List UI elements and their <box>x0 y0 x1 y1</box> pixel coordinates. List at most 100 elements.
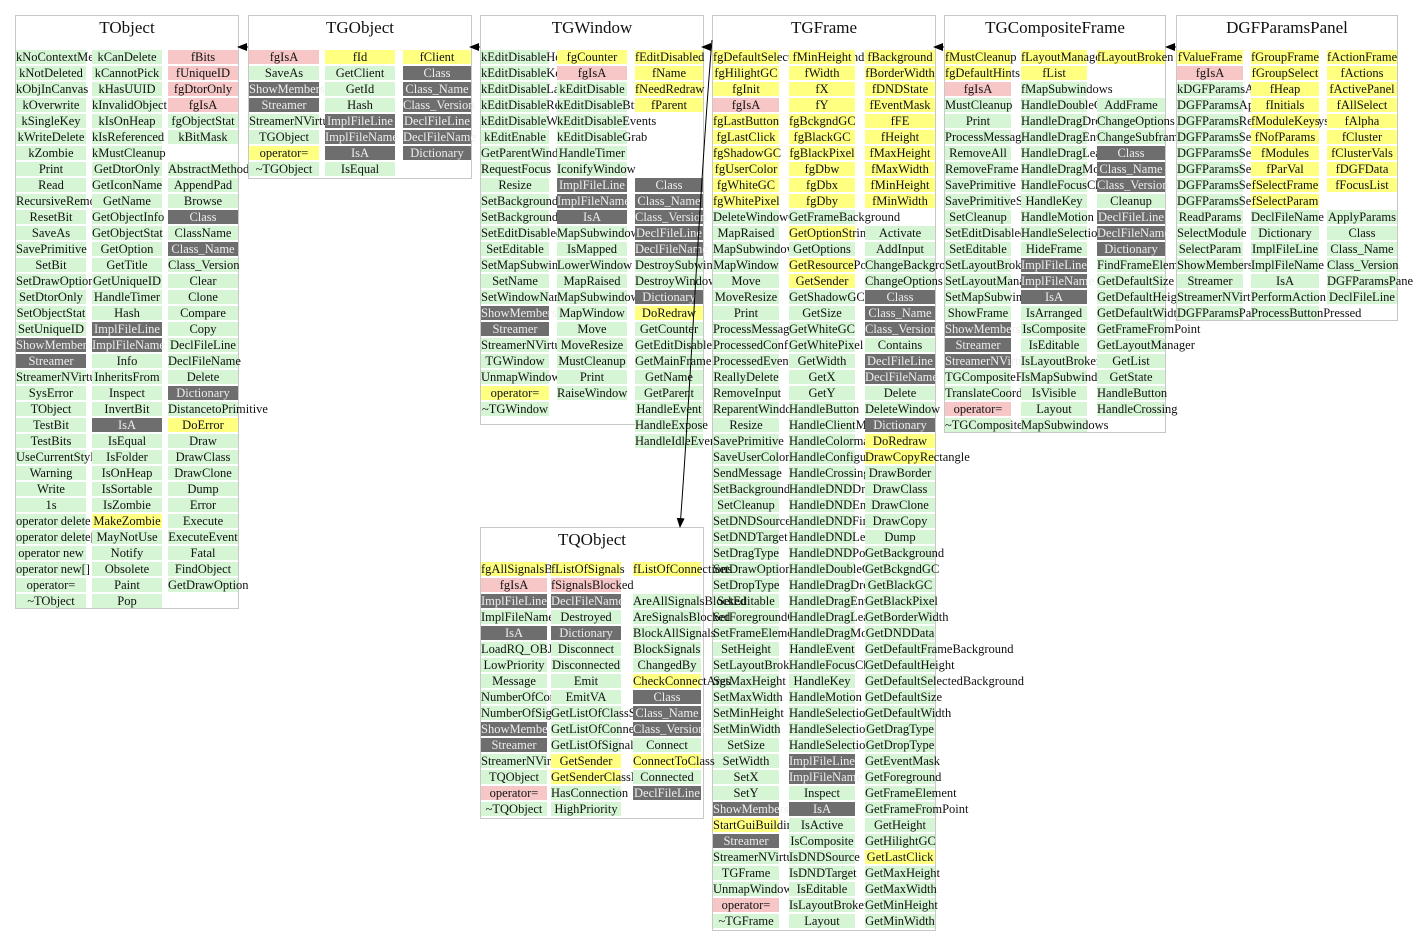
member-fld: ConnectToClass <box>633 754 715 768</box>
member-inh: ShowMembers <box>481 306 557 320</box>
member-fld: fgAllSignalsBlocked <box>481 562 586 576</box>
member-pub: AreAllSignalsBlocked <box>633 594 747 608</box>
member-pub: FindObject <box>168 562 238 576</box>
member-pub: HandleFocusChange <box>789 658 894 672</box>
member-prv: operator= <box>713 898 779 912</box>
member-fld: fListOfSignals <box>551 562 625 576</box>
member-pub: DGFParamsSelectChannel <box>1177 146 1312 160</box>
member-column: fGroupFrame fGroupSelect fHeap fInitials fMo… <box>1251 50 1362 322</box>
member-pub: HandleCrossing <box>1097 402 1178 416</box>
member-pub: HandleTimer <box>557 146 627 160</box>
member-pub: HandleSelection <box>1021 226 1104 240</box>
member-pub: DGFParamsApply <box>1177 98 1271 112</box>
member-column: fLayoutManager fList fMapSubwindows HandleD… <box>1021 50 1125 434</box>
member-pub: Class_Name <box>1327 242 1397 256</box>
member-inh: StreamerNVirtual <box>945 354 1034 368</box>
member-pub: DGFParamsSelectModule <box>1177 178 1309 192</box>
member-pub: DeleteWindow <box>865 402 941 416</box>
member-pub: MapWindow <box>557 306 627 320</box>
member-pub: SetCleanup <box>713 498 779 512</box>
member-pub: SetY <box>713 786 779 800</box>
member-inh: ImplFileLine <box>325 114 395 128</box>
member-fld: fEditDisabled <box>635 50 705 64</box>
member-pub: kEditDisableResize <box>481 98 580 112</box>
member-inh: DeclFileLine <box>403 114 471 128</box>
member-pub: kObjInCanvas <box>16 82 89 96</box>
member-column: fMinHeight fWidth fX fY fgBckgndGC fgBlackGC f… <box>789 50 913 930</box>
member-inh: Streamer <box>249 98 319 112</box>
member-fld: fGroupFrame <box>1251 50 1320 64</box>
member-pub: NumberOfConnections <box>481 690 598 704</box>
member-pub: HandleDoubleClick <box>789 562 889 576</box>
member-pub: ProcessButtonPressed <box>1251 306 1362 320</box>
member-pub: Inspect <box>789 786 855 800</box>
member-pub: HandleMotion <box>789 690 862 704</box>
member-pub: SavePrimitive <box>16 242 87 256</box>
member-pub: ~TGObject <box>249 162 319 176</box>
member-column: fMustCleanup fgDefaultHints fgIsA MustClean… <box>945 50 1069 434</box>
member-pub: GetDefaultHeight <box>1097 290 1187 304</box>
member-inh: Class_Version <box>403 98 475 112</box>
member-pub: HandleEvent <box>789 642 855 656</box>
member-fld: fMinHeight <box>865 178 935 192</box>
member-pub: ChangedBy <box>633 658 701 672</box>
member-pub: GetTitle <box>92 258 162 272</box>
member-pub: 1s <box>16 498 86 512</box>
member-fld: fLayoutBroken <box>1097 50 1174 64</box>
member-fld: fY <box>789 98 855 112</box>
member-fld: fGroupSelect <box>1251 66 1319 80</box>
member-pub: kDGFParamsApply <box>1177 82 1277 96</box>
member-pub: kEditDisableWidth <box>481 114 578 128</box>
member-pub: ClassName <box>168 226 238 240</box>
member-fld: fNeedRedraw <box>635 82 705 96</box>
member-pub: UnmapWindow <box>713 882 793 896</box>
member-prv: operator= <box>945 402 1011 416</box>
member-pub: TObject <box>16 402 86 416</box>
member-prv: fgIsA <box>1177 66 1243 80</box>
member-pub: kIsOnHeap <box>92 114 162 128</box>
member-pub: SendMessage <box>713 466 782 480</box>
member-fld: fgHilightGC <box>713 66 779 80</box>
member-pub: SetDropType <box>713 578 780 592</box>
member-pub: HandleDragEnter <box>789 594 878 608</box>
member-pub: IsEditable <box>789 882 855 896</box>
member-pub: Cleanup <box>1097 194 1165 208</box>
member-pub: operator delete <box>16 514 91 528</box>
member-column: fBits fUniqueID fgDtorOnly fgIsA fgObjectSta… <box>168 50 268 594</box>
member-pub: Resize <box>481 178 549 192</box>
member-pub: IsMapSubwindows <box>1021 370 1118 384</box>
member-pub: SelectParam <box>1177 242 1243 256</box>
member-pub: HandleDragEnter <box>1021 130 1110 144</box>
member-pub: DGFParamsReadModuleKeys <box>1177 114 1329 128</box>
member-pub: kEditEnable <box>481 130 549 144</box>
member-pub: Dictionary <box>1251 226 1319 240</box>
member-fld: fgWhitePixel <box>713 194 780 208</box>
member-fld: fClusterVals <box>1327 146 1397 160</box>
member-pub: GetDragType <box>865 722 935 736</box>
member-pub: DrawClass <box>865 482 935 496</box>
class-title: TObject <box>99 18 155 37</box>
member-pub: TranslateCoordinates <box>945 386 1052 400</box>
member-pub: RemoveAll <box>945 146 1011 160</box>
member-column: kCanDelete kCannotPick kHasUUID kInvalidObj… <box>92 50 167 610</box>
member-inh: Streamer <box>713 834 779 848</box>
member-fld: fHeap <box>1251 82 1319 96</box>
member-pub: GetForeground <box>865 770 942 784</box>
member-inh: ShowMembers <box>713 802 789 816</box>
member-pub: ImplFileName <box>481 610 554 624</box>
member-inh: ShowMembers <box>945 322 1021 336</box>
member-column: fEditDisabled fName fNeedRedraw fParent Clas… <box>635 50 739 450</box>
member-pub: NumberOfSignals <box>481 706 572 720</box>
member-fld: fAllSelect <box>1327 98 1397 112</box>
member-pub: SetMapSubwindows <box>481 258 585 272</box>
member-pub: DGFParamsPanel <box>1177 306 1267 320</box>
member-inh: Class_Name <box>168 242 238 256</box>
member-inh: DeclFileName <box>1097 226 1170 240</box>
member-pub: HandleCrossing <box>789 466 870 480</box>
member-fld: fAlpha <box>1327 114 1397 128</box>
member-fld: fgCounter <box>557 50 627 64</box>
member-fld: fgWhiteGC <box>713 178 779 192</box>
member-pub: kHasUUID <box>92 82 162 96</box>
member-pub: HighPriority <box>551 802 621 816</box>
member-pub: GetMaxWidth <box>865 882 937 896</box>
